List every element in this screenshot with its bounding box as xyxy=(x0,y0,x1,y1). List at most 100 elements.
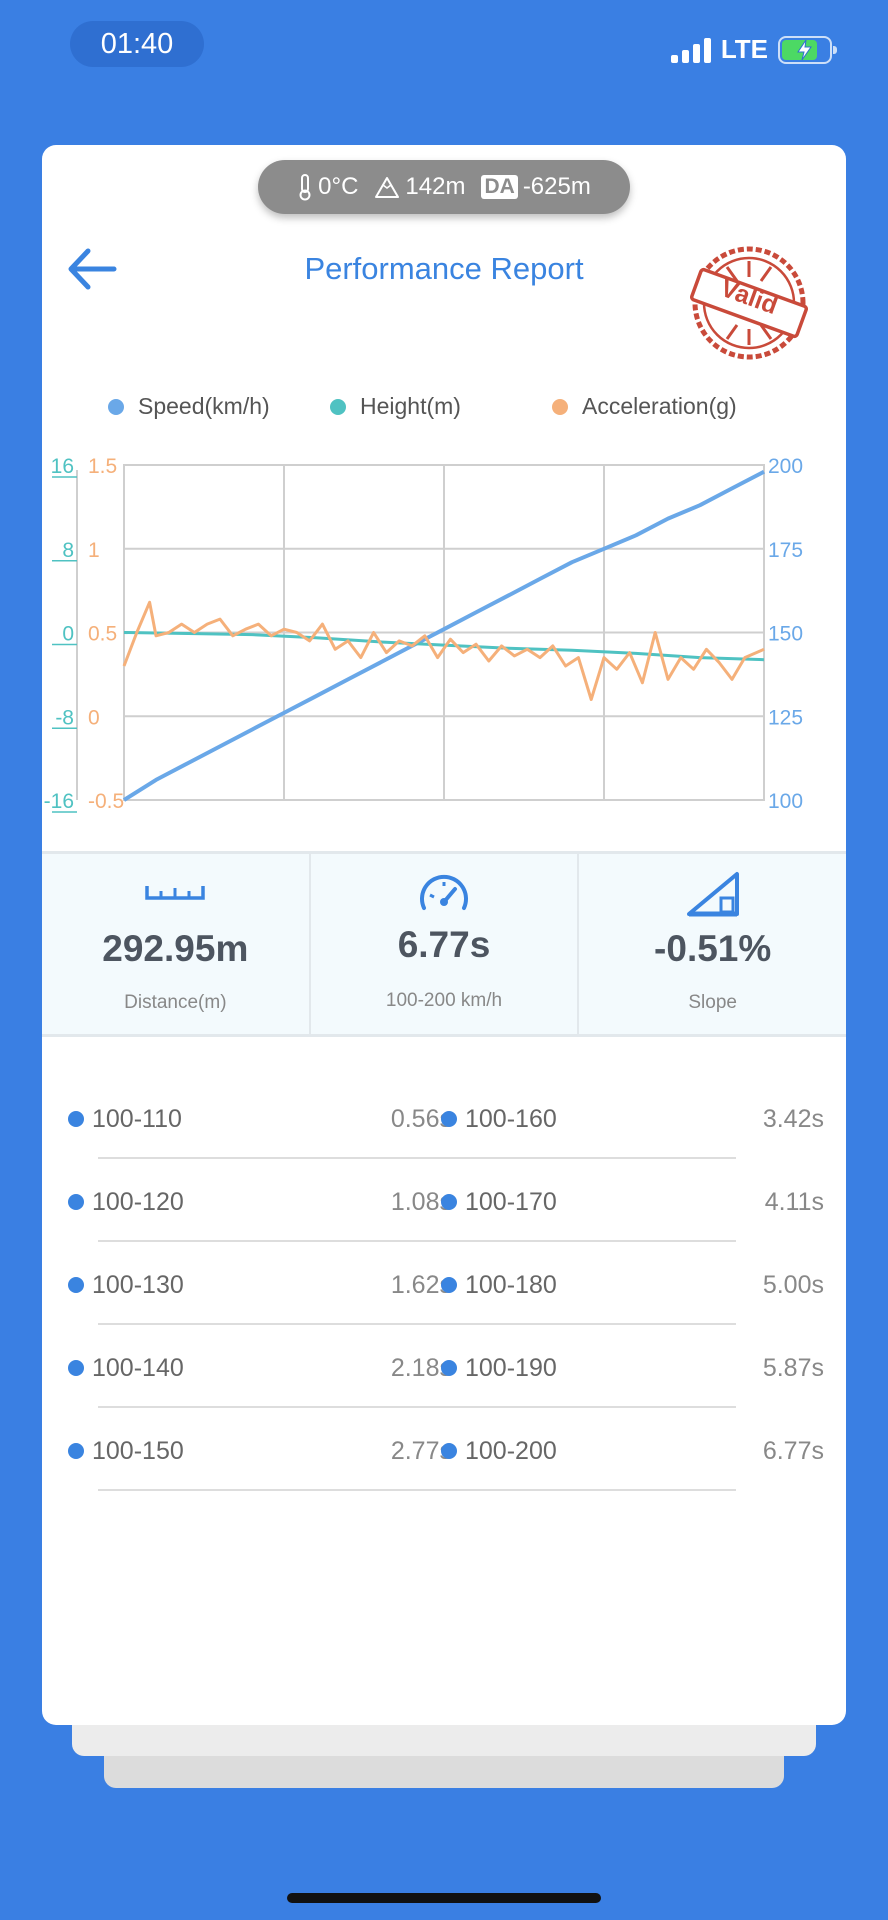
stats-panel: 292.95m Distance(m) 6.77s 100-200 km/h -… xyxy=(42,851,846,1037)
split-left: 100-120 xyxy=(68,1182,184,1222)
split-row: 100-130 1.62s 100-180 5.00s xyxy=(42,1251,846,1334)
height-tick-label: 8 xyxy=(62,539,74,562)
legend-acceleration: Acceleration(g) xyxy=(552,393,737,420)
stat-slope-label: Slope xyxy=(688,992,737,1013)
chart-grid xyxy=(123,464,765,801)
legend-speed-dot xyxy=(108,398,124,415)
split-range: 100-150 xyxy=(92,1436,184,1465)
signal-strength-icon xyxy=(670,37,711,63)
legend-height: Height(m) xyxy=(330,393,461,420)
split-time: 2.18s xyxy=(390,1354,452,1382)
legend-height-label: Height(m) xyxy=(360,393,461,419)
ruler-icon xyxy=(145,886,206,900)
split-time: 5.87s xyxy=(762,1354,824,1382)
legend-acceleration-dot xyxy=(552,398,568,415)
split-dot xyxy=(441,1443,457,1459)
split-divider xyxy=(98,1406,736,1408)
environment-info: 0°C 142m DA -625m xyxy=(258,160,630,214)
stat-time-value: 6.77s xyxy=(397,924,491,965)
split-divider xyxy=(98,1157,736,1159)
density-altitude-badge: DA xyxy=(481,175,518,199)
stat-slope: -0.51% Slope xyxy=(577,854,846,1034)
performance-chart: 16 1.5 200 8 1 175 0 0.5 150 -8 0 125 -16 -0.5 100 xyxy=(44,455,803,813)
series-line-acceleration xyxy=(122,600,765,701)
temperature-info: 0°C xyxy=(297,173,358,201)
battery-icon xyxy=(778,35,837,64)
status-indicators: LTE xyxy=(670,34,837,65)
back-button[interactable] xyxy=(62,239,122,299)
mountain-icon xyxy=(375,177,400,198)
temperature-value: 0°C xyxy=(318,173,359,200)
density-altitude-info: DA -625m xyxy=(481,173,591,201)
split-range: 100-190 xyxy=(465,1353,557,1382)
split-dot xyxy=(68,1443,84,1459)
legend-speed-label: Speed(km/h) xyxy=(138,393,270,419)
split-row: 100-140 2.18s 100-190 5.87s xyxy=(42,1334,846,1417)
split-range: 100-200 xyxy=(465,1436,557,1465)
legend-speed: Speed(km/h) xyxy=(108,393,270,420)
stat-distance-label: Distance(m) xyxy=(124,992,227,1013)
stat-slope-value: -0.51% xyxy=(654,928,772,969)
stat-distance-value: 292.95m xyxy=(102,928,249,969)
acceleration-tick-label: 1.5 xyxy=(88,455,117,478)
speedometer-icon xyxy=(420,874,468,910)
split-time: 5.00s xyxy=(762,1271,824,1299)
split-left: 100-150 xyxy=(68,1431,184,1471)
split-range: 100-110 xyxy=(92,1104,182,1133)
split-range: 100-140 xyxy=(92,1353,184,1382)
acceleration-tick-label: -0.5 xyxy=(88,790,124,813)
split-divider xyxy=(98,1240,736,1242)
split-range: 100-160 xyxy=(465,1104,557,1133)
split-left: 100-110 xyxy=(68,1099,182,1139)
split-dot xyxy=(441,1360,457,1376)
height-tick-label: 0 xyxy=(62,623,74,646)
chart-legend: Speed(km/h) Height(m) Acceleration(g) xyxy=(66,393,826,433)
split-dot xyxy=(68,1194,84,1210)
stat-distance: 292.95m Distance(m) xyxy=(42,854,309,1034)
altitude-value: 142m xyxy=(405,173,466,200)
height-tick-label: 16 xyxy=(51,455,74,478)
acceleration-tick-label: 0.5 xyxy=(88,623,117,646)
speed-tick-label: 150 xyxy=(768,623,803,646)
split-time: 2.77s xyxy=(390,1437,452,1465)
home-indicator[interactable] xyxy=(287,1893,601,1903)
split-dot xyxy=(441,1194,457,1210)
split-time: 3.42s xyxy=(762,1105,824,1133)
split-range: 100-130 xyxy=(92,1270,184,1299)
split-divider xyxy=(98,1323,736,1325)
stat-time: 6.77s 100-200 km/h xyxy=(308,854,578,1034)
legend-height-dot xyxy=(330,398,346,415)
speed-tick-label: 175 xyxy=(768,539,803,562)
slope-icon xyxy=(686,872,739,917)
split-time: 6.77s xyxy=(762,1437,824,1465)
split-time: 0.56s xyxy=(390,1105,452,1133)
speed-tick-label: 100 xyxy=(768,790,803,813)
legend-acceleration-label: Acceleration(g) xyxy=(582,393,737,419)
split-dot xyxy=(441,1111,457,1127)
split-range: 100-170 xyxy=(465,1187,557,1216)
split-time: 1.08s xyxy=(390,1188,452,1216)
split-divider xyxy=(98,1489,736,1491)
density-altitude-value: -625m xyxy=(522,173,591,200)
back-arrow-icon xyxy=(68,248,117,290)
performance-report-card: 0°C 142m DA -625m Performance Report Val… xyxy=(42,145,846,1725)
split-dot xyxy=(68,1277,84,1293)
valid-stamp-icon xyxy=(690,246,808,360)
split-left: 100-130 xyxy=(68,1265,184,1305)
height-tick-label: -16 xyxy=(44,790,74,813)
page-title: Performance Report xyxy=(304,251,584,286)
speed-tick-label: 200 xyxy=(768,455,803,478)
split-right: 100-180 xyxy=(441,1265,557,1305)
network-type: LTE xyxy=(720,34,768,64)
acceleration-tick-label: 0 xyxy=(88,706,100,729)
split-time: 1.62s xyxy=(390,1271,452,1299)
altitude-info: 142m xyxy=(374,173,465,201)
speed-tick-label: 125 xyxy=(768,706,803,729)
split-right: 100-170 xyxy=(441,1182,557,1222)
split-dot xyxy=(68,1360,84,1376)
status-time: 01:40 xyxy=(70,21,204,67)
split-range: 100-180 xyxy=(465,1270,557,1299)
split-left: 100-140 xyxy=(68,1348,184,1388)
split-right: 100-160 xyxy=(441,1099,557,1139)
acceleration-tick-label: 1 xyxy=(88,539,100,562)
